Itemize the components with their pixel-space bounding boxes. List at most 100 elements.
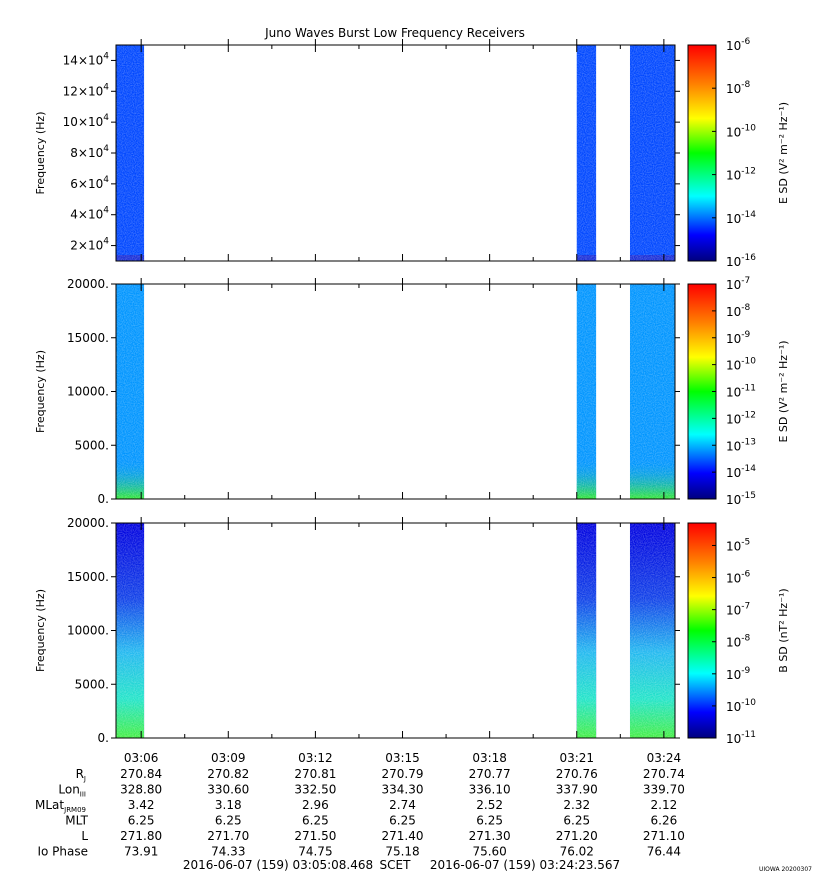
colorbar-tick-exponent: -7 bbox=[741, 602, 750, 612]
ephemeris-value: 271.30 bbox=[469, 829, 511, 843]
colorbar-tick-exponent: -14 bbox=[741, 210, 756, 220]
colorbar-label: B SD (nT² Hz⁻¹) bbox=[777, 588, 790, 672]
y-tick-exponent: 4 bbox=[103, 51, 109, 61]
y-tick-label: 20000. bbox=[67, 516, 109, 530]
y-axis-label: Frequency (Hz) bbox=[34, 589, 47, 672]
colorbar-tick-exponent: -12 bbox=[741, 410, 756, 420]
colorbar-tick-label: 10-8 bbox=[726, 634, 751, 650]
ephemeris-value: 270.79 bbox=[382, 767, 424, 781]
ephemeris-value: 271.10 bbox=[643, 829, 685, 843]
colorbar-tick-label: 10-10 bbox=[726, 123, 756, 139]
ephemeris-row-label: Io Phase bbox=[37, 845, 88, 859]
colorbar-tick-label: 10-11 bbox=[726, 730, 756, 746]
ephemeris-value: 6.25 bbox=[302, 814, 329, 828]
y-tick-label: 6×104 bbox=[70, 175, 109, 191]
footer-scet-label: SCET bbox=[380, 858, 412, 872]
ephemeris-value: 76.44 bbox=[647, 845, 681, 859]
ephemeris-value: 271.50 bbox=[294, 829, 336, 843]
ephemeris-value: 2.12 bbox=[651, 798, 678, 812]
ephemeris-value: 270.82 bbox=[207, 767, 249, 781]
ephemeris-value: 75.60 bbox=[472, 845, 506, 859]
colorbar-tick-exponent: -13 bbox=[741, 437, 756, 447]
y-tick-label: 8×104 bbox=[70, 144, 109, 160]
ephemeris-row-label: MLT bbox=[65, 814, 88, 828]
ephemeris-row-subscript: III bbox=[80, 791, 86, 799]
colorbar-3: 10-5 10-6 10-7 10-8 10-9 10-10 10-11 B SD (nT² … bbox=[687, 522, 790, 746]
colorbar-gradient bbox=[687, 522, 717, 739]
colorbar-tick-label: 10-5 bbox=[726, 537, 750, 553]
y-axis-label: Frequency (Hz) bbox=[34, 112, 47, 195]
colorbar-tick-label: 10-9 bbox=[726, 666, 751, 682]
ephemeris-value: 270.77 bbox=[469, 767, 511, 781]
colorbar-tick-exponent: -10 bbox=[741, 123, 756, 133]
y-tick-label: 0. bbox=[98, 492, 109, 506]
ephemeris-value: 271.70 bbox=[207, 829, 249, 843]
footer-stamp: UIOWA 20200307 bbox=[759, 866, 812, 873]
y-tick-exponent: 4 bbox=[103, 113, 109, 123]
y-tick-label: 12×104 bbox=[63, 82, 110, 98]
colorbar-tick-exponent: -14 bbox=[741, 464, 756, 474]
spectrogram-panel-2: 0. 5000. 10000. 15000. 20000. Frequency (Hz) 1… bbox=[34, 276, 790, 507]
colorbar-tick-label: 10-10 bbox=[726, 357, 756, 373]
data-block-3 bbox=[629, 45, 675, 261]
ephemeris-value: 2.74 bbox=[389, 798, 416, 812]
colorbar-tick-label: 10-7 bbox=[726, 276, 750, 292]
ephemeris-table: 03:06 03:09 03:12 03:15 03:18 03:21 03:24 RJ 270… bbox=[35, 751, 685, 859]
ephemeris-value: 6.25 bbox=[476, 814, 503, 828]
y-tick-label: 10000. bbox=[67, 624, 109, 638]
y-tick-exponent: 4 bbox=[103, 237, 109, 247]
colorbar-tick-label: 10-8 bbox=[726, 303, 751, 319]
colorbar-label: E SD (V² m⁻² Hz⁻¹) bbox=[777, 102, 790, 204]
y-tick-label: 2×104 bbox=[70, 237, 109, 253]
y-tick-label: 14×104 bbox=[63, 51, 110, 67]
ephemeris-row-label: RJ bbox=[76, 767, 86, 783]
noise-overlay bbox=[629, 284, 675, 499]
data-block-2 bbox=[576, 284, 597, 499]
colorbar-1: 10-6 10-8 10-10 10-12 10-14 10-16 E SD (V² m⁻²… bbox=[687, 37, 790, 269]
ephemeris-value: 270.74 bbox=[643, 767, 685, 781]
ephemeris-value: 6.26 bbox=[651, 814, 678, 828]
y-tick-label: 5000. bbox=[75, 677, 109, 691]
colorbar-tick-label: 10-11 bbox=[726, 384, 756, 400]
y-tick-exponent: 4 bbox=[103, 206, 109, 216]
colorbar-tick-exponent: -12 bbox=[741, 167, 756, 177]
x-tick-label: 03:12 bbox=[298, 751, 333, 765]
colorbar-tick-label: 10-10 bbox=[726, 698, 756, 714]
colorbar-tick-exponent: -11 bbox=[741, 384, 756, 394]
colorbar-tick-label: 10-13 bbox=[726, 437, 756, 453]
noise-overlay bbox=[116, 523, 145, 738]
ephemeris-value: 2.52 bbox=[476, 798, 503, 812]
ephemeris-value: 3.18 bbox=[215, 798, 242, 812]
ephemeris-value: 74.33 bbox=[211, 845, 245, 859]
data-block-2 bbox=[576, 45, 597, 261]
data-block-2 bbox=[576, 523, 597, 738]
data-block-1 bbox=[116, 45, 145, 261]
ephemeris-value: 337.90 bbox=[556, 783, 598, 797]
colorbar-tick-label: 10-9 bbox=[726, 330, 751, 346]
ephemeris-row-subscript: J bbox=[83, 775, 86, 783]
y-axis-label: Frequency (Hz) bbox=[34, 350, 47, 433]
x-tick-label: 03:21 bbox=[559, 751, 594, 765]
chart-title: Juno Waves Burst Low Frequency Receivers bbox=[264, 26, 525, 40]
colorbar-gradient bbox=[687, 44, 717, 262]
x-tick-label: 03:15 bbox=[385, 751, 420, 765]
y-tick-label: 10000. bbox=[67, 385, 109, 399]
ephemeris-row-subscript: JRM09 bbox=[63, 806, 86, 814]
noise-overlay bbox=[629, 45, 675, 261]
noise-overlay bbox=[576, 284, 597, 499]
ephemeris-value: 271.80 bbox=[120, 829, 162, 843]
ephemeris-value: 3.42 bbox=[128, 798, 155, 812]
ephemeris-value: 6.25 bbox=[128, 814, 155, 828]
colorbar-tick-exponent: -10 bbox=[741, 698, 756, 708]
noise-overlay bbox=[576, 523, 597, 738]
ephemeris-value: 328.80 bbox=[120, 783, 162, 797]
colorbar-tick-label: 10-16 bbox=[726, 253, 756, 269]
y-tick-label: 15000. bbox=[67, 331, 109, 345]
x-tick-label: 03:24 bbox=[647, 751, 682, 765]
colorbar-tick-exponent: -8 bbox=[741, 80, 750, 90]
ephemeris-value: 75.18 bbox=[385, 845, 419, 859]
ephemeris-value: 271.20 bbox=[556, 829, 598, 843]
colorbar-tick-exponent: -7 bbox=[741, 276, 750, 286]
ephemeris-value: 334.30 bbox=[382, 783, 424, 797]
colorbar-tick-label: 10-14 bbox=[726, 464, 756, 480]
